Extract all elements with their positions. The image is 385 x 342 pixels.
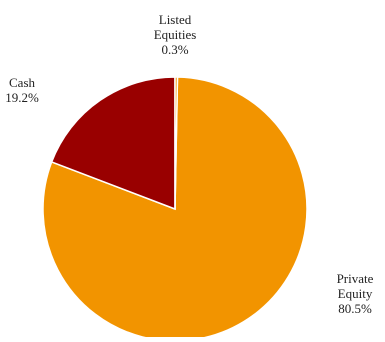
pie-category-label: Equity xyxy=(338,286,373,301)
pie-labels: Private Equity 80.5% Cash 19.2% Listed Equitie… xyxy=(5,12,373,316)
pie-category-label: Private xyxy=(337,271,374,286)
pie-value-label: 19.2% xyxy=(5,90,39,105)
pie-value-label: 0.3% xyxy=(161,42,188,57)
pie-slice-listed-equities xyxy=(174,76,179,210)
pie-value-label: 80.5% xyxy=(338,301,372,316)
pie-slices xyxy=(42,76,308,342)
pie-category-label: Cash xyxy=(9,75,36,90)
pie-slice-cash xyxy=(50,76,176,211)
pie-category-label: Listed xyxy=(159,12,192,27)
pie-category-label: Equities xyxy=(154,27,197,42)
pie-label-cash: Cash 19.2% xyxy=(5,75,39,105)
pie-label-listed-equities: Listed Equities 0.3% xyxy=(154,12,197,57)
pie-label-private-equity: Private Equity 80.5% xyxy=(337,271,374,316)
